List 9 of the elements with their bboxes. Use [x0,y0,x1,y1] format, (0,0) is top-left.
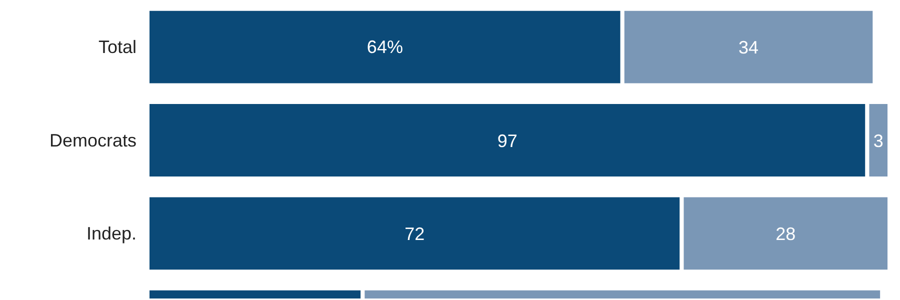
data-label: 64% [366,37,403,58]
data-label: 3 [873,130,884,151]
y-tick-label: Indep. [86,223,136,244]
data-label: 28 [776,224,796,244]
data-label: 34 [738,38,759,58]
data-label: 97 [497,130,518,151]
y-tick-label: Total [98,37,137,58]
y-tick-label: Democrats [49,130,137,150]
data-label: 72 [404,224,425,244]
